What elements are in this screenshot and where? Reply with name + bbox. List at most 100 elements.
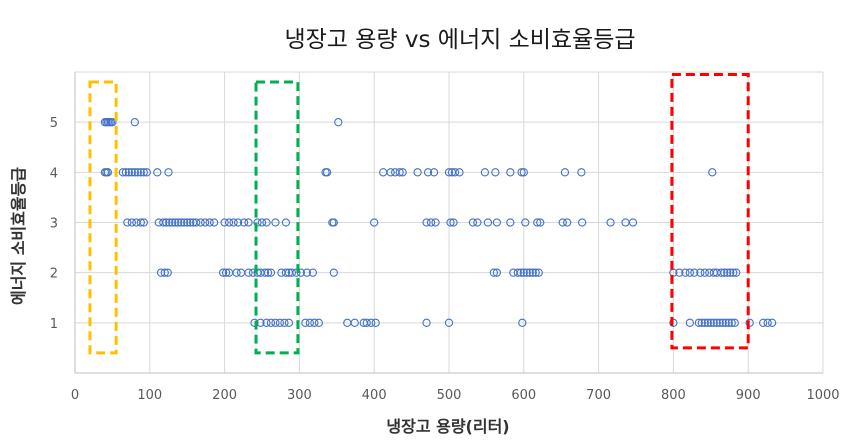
data-point <box>367 318 376 327</box>
x-tick-label: 500 <box>437 388 462 403</box>
data-point <box>139 218 148 227</box>
data-point <box>334 118 343 127</box>
data-point <box>271 218 280 227</box>
chart-title: 냉장고 용량 vs 에너지 소비효율등급 <box>284 27 635 53</box>
data-point <box>127 218 136 227</box>
data-point <box>205 218 214 227</box>
data-point <box>534 268 543 277</box>
data-point <box>186 218 195 227</box>
data-point <box>718 318 727 327</box>
data-point <box>133 168 142 177</box>
data-point <box>162 218 171 227</box>
data-point <box>305 318 315 327</box>
y-tick-label: 4 <box>50 166 58 181</box>
data-point <box>517 168 526 177</box>
data-point <box>628 218 638 227</box>
data-point <box>350 318 359 327</box>
data-point <box>558 218 567 227</box>
data-point <box>726 268 735 277</box>
data-point <box>723 268 732 277</box>
x-tick-label: 400 <box>362 388 387 403</box>
data-point <box>220 218 229 227</box>
data-point <box>681 268 690 277</box>
data-point <box>426 218 436 227</box>
data-point <box>103 168 113 177</box>
data-point <box>483 218 493 227</box>
data-point <box>712 318 721 327</box>
data-point <box>362 318 371 327</box>
data-point <box>108 118 117 127</box>
data-point <box>675 268 684 277</box>
y-tick-label: 3 <box>50 217 58 232</box>
data-point <box>308 268 318 277</box>
data-point <box>262 218 271 227</box>
data-point <box>192 218 201 227</box>
data-point <box>721 318 730 327</box>
data-point <box>314 318 323 327</box>
data-point <box>139 168 148 177</box>
data-point <box>717 268 726 277</box>
data-point <box>518 318 527 327</box>
data-point <box>244 268 253 277</box>
data-point <box>727 318 736 327</box>
data-point <box>489 268 499 277</box>
x-tick-label: 100 <box>137 388 162 403</box>
data-point <box>257 218 267 227</box>
data-point <box>266 268 276 277</box>
data-point <box>121 168 131 177</box>
data-point <box>301 318 310 327</box>
data-point <box>302 268 312 277</box>
data-point <box>287 268 297 277</box>
data-point <box>260 268 270 277</box>
x-tick-label: 0 <box>71 388 79 403</box>
data-point <box>492 268 502 277</box>
y-tick-label: 1 <box>50 317 58 332</box>
data-point <box>159 218 168 227</box>
data-point <box>759 318 768 327</box>
highlight-box <box>88 80 118 355</box>
data-point <box>310 318 319 327</box>
data-point <box>322 168 332 177</box>
data-point <box>525 268 534 277</box>
data-point <box>696 268 705 277</box>
data-point <box>720 268 729 277</box>
data-point <box>136 168 145 177</box>
data-point <box>423 168 433 177</box>
data-point <box>329 268 338 277</box>
data-point <box>130 168 139 177</box>
data-point <box>700 318 709 327</box>
x-tick-label: 200 <box>212 388 237 403</box>
data-point <box>281 218 291 227</box>
y-axis-title: 에너지 소비효율등급 <box>9 167 28 305</box>
data-point <box>732 268 741 277</box>
data-point <box>516 268 525 277</box>
data-point <box>271 318 280 327</box>
data-point <box>275 318 285 327</box>
data-point <box>519 268 528 277</box>
data-point <box>429 168 439 177</box>
data-point <box>480 168 490 177</box>
data-point <box>266 318 276 327</box>
axes <box>74 72 823 374</box>
data-point <box>136 218 145 227</box>
data-point <box>708 168 717 177</box>
data-point <box>142 168 151 177</box>
data-point <box>118 168 128 177</box>
data-point <box>685 318 695 327</box>
data-point <box>224 218 234 227</box>
data-point <box>715 318 724 327</box>
data-point <box>262 318 271 327</box>
data-point <box>706 318 715 327</box>
data-point <box>506 218 515 227</box>
data-point <box>124 168 134 177</box>
data-point <box>239 218 249 227</box>
x-tick-label: 800 <box>661 388 686 403</box>
data-point <box>174 218 183 227</box>
data-point <box>386 168 395 177</box>
data-point <box>449 218 458 227</box>
x-tick-label: 700 <box>586 388 611 403</box>
data-point <box>513 268 522 277</box>
data-point <box>127 168 136 177</box>
data-point <box>218 268 228 277</box>
